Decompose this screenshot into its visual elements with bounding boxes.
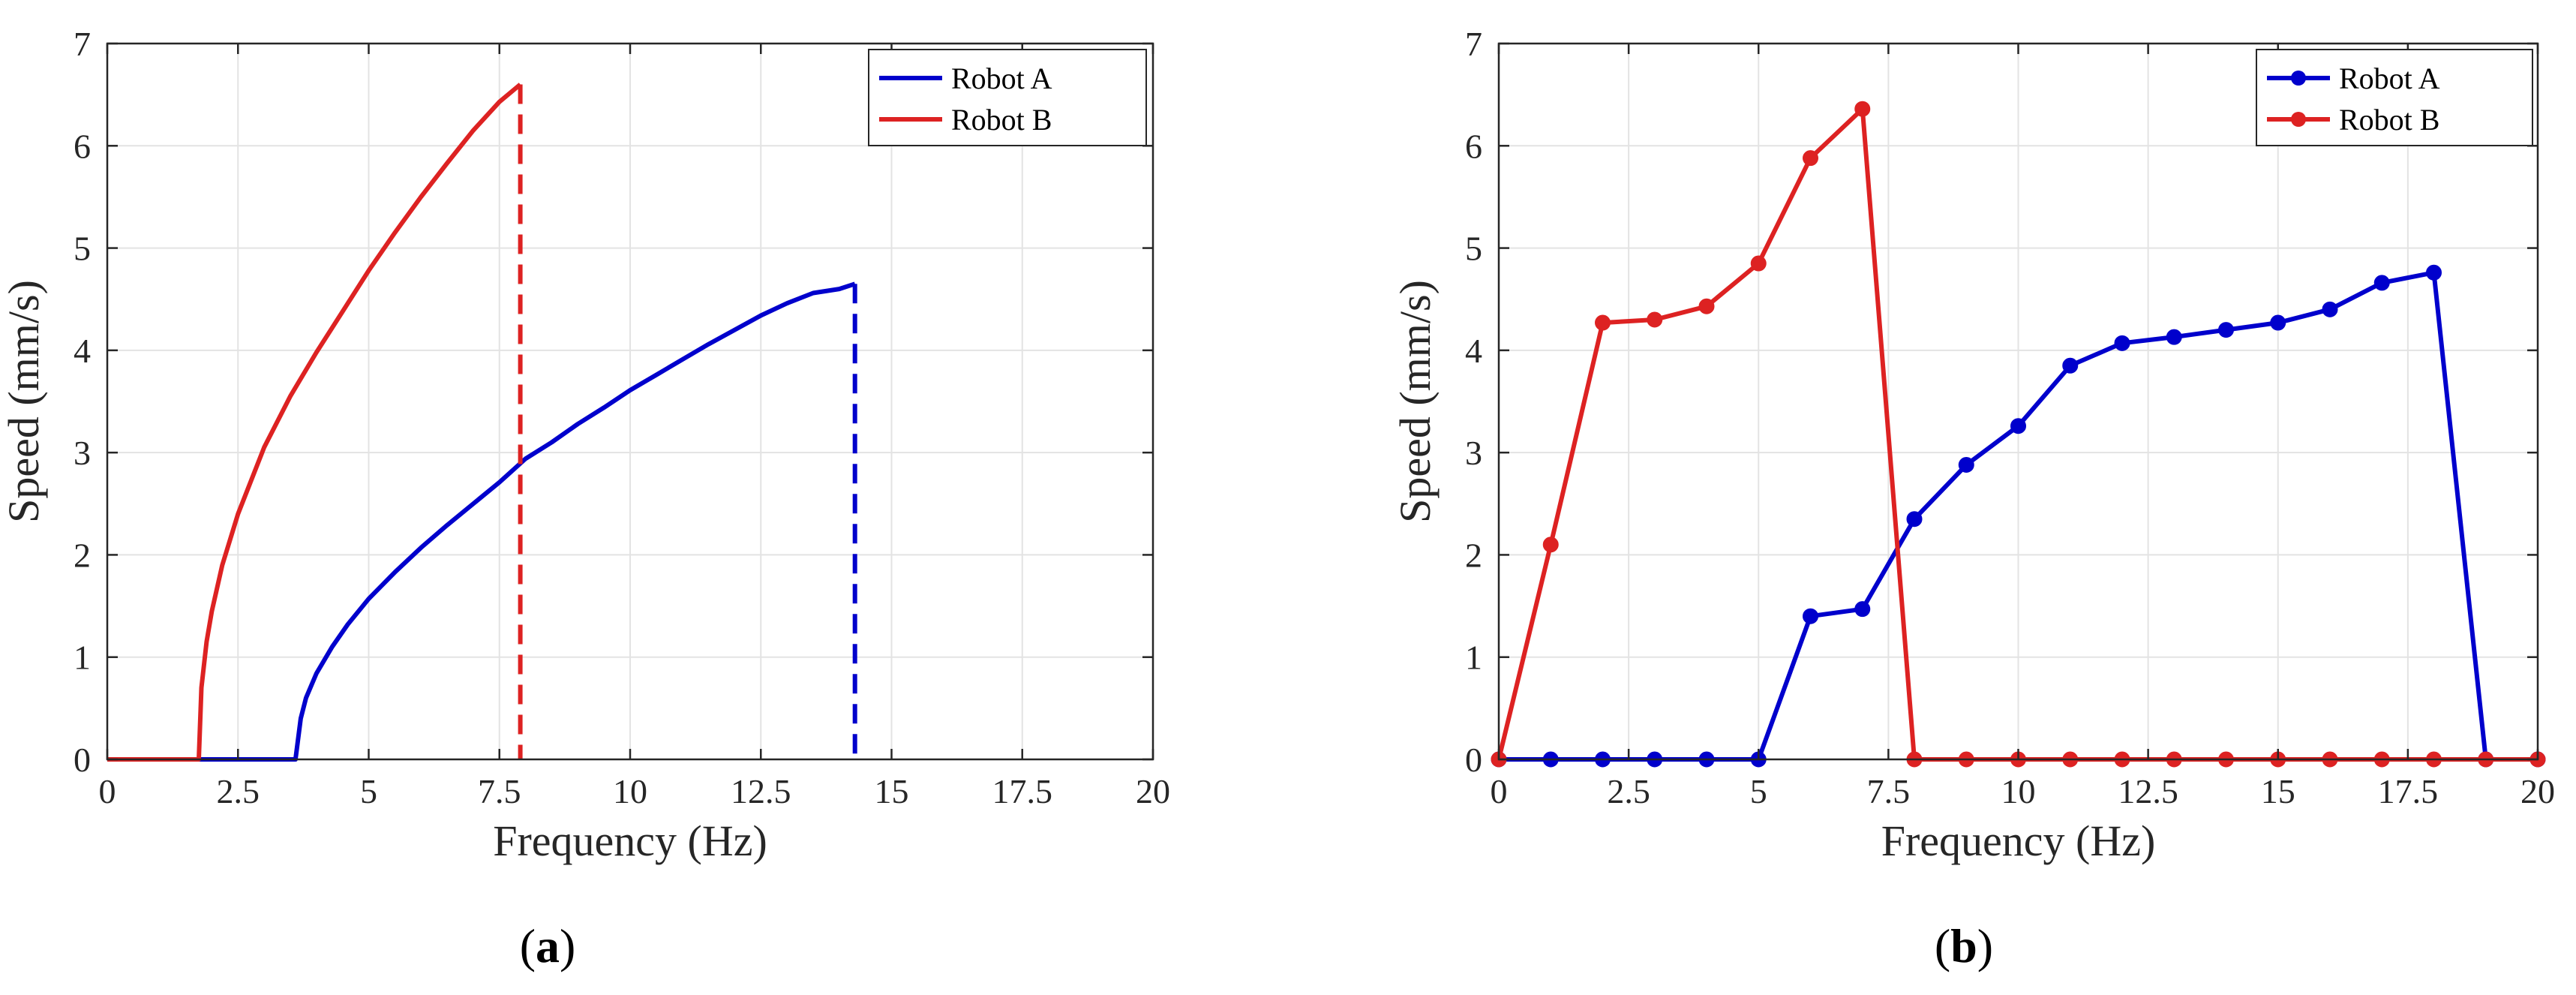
y-tick-label: 3: [74, 434, 91, 472]
x-tick-label: 20: [2520, 772, 2555, 810]
x-tick-label: 20: [1136, 772, 1170, 810]
data-point: [2322, 301, 2338, 317]
x-tick-label: 10: [2001, 772, 2036, 810]
legend-label: Robot A: [951, 62, 1052, 95]
legend-box: [2256, 49, 2533, 146]
y-tick-label: 5: [1465, 230, 1482, 268]
x-tick-label: 7.5: [1867, 772, 1911, 810]
x-tick-label: 10: [613, 772, 647, 810]
data-point: [1906, 511, 1923, 528]
x-axis-label: Frequency (Hz): [1881, 816, 2156, 865]
y-tick-label: 7: [74, 25, 91, 63]
grid: [1499, 44, 2538, 759]
data-point: [1595, 314, 1611, 331]
y-tick-label: 5: [74, 230, 91, 268]
data-point: [1750, 255, 1767, 272]
x-tick-label: 0: [99, 772, 116, 810]
legend-label: Robot A: [2339, 62, 2440, 95]
chart-panel-b: 0 2.5 5 7.5 10 12.5 15 17.5 20 0 1 2 3 4 5 6 7 Frequency …: [1391, 25, 2555, 972]
x-tick-label: 2.5: [217, 772, 260, 810]
legend: Robot A Robot B: [2256, 49, 2533, 146]
x-tick-label: 12.5: [731, 772, 791, 810]
x-tick-label: 7.5: [478, 772, 521, 810]
y-tick-label: 1: [74, 639, 91, 677]
chart-panel-a: 0 2.5 5 7.5 10 12.5 15 17.5 20 0 1 2 3 4 5 6 7 Frequency …: [0, 25, 1170, 972]
x-tick-label: 5: [1750, 772, 1767, 810]
data-point: [1854, 101, 1871, 117]
y-tick-label: 4: [74, 332, 91, 370]
data-point: [2426, 264, 2442, 281]
data-point: [2270, 314, 2286, 331]
x-tick-label: 15: [2261, 772, 2295, 810]
data-point: [1803, 608, 1818, 624]
x-tick-label: 12.5: [2118, 772, 2178, 810]
grid: [107, 44, 1153, 759]
series-line-robot-b: [107, 83, 522, 762]
data-point: [2373, 275, 2390, 291]
y-tick-label: 6: [74, 127, 91, 165]
legend-label: Robot B: [2339, 103, 2439, 137]
panel-caption: (a): [520, 919, 576, 972]
data-point: [2218, 322, 2234, 338]
x-axis-label: Frequency (Hz): [493, 816, 767, 865]
y-tick-label: 2: [1465, 536, 1482, 574]
y-tick-label: 0: [1465, 741, 1482, 779]
y-tick-label: 2: [74, 536, 91, 574]
data-point: [1803, 150, 1818, 167]
panel-caption: (b): [1935, 919, 1993, 972]
data-point: [1542, 537, 1559, 553]
x-tick-label: 17.5: [2378, 772, 2439, 810]
data-point: [1958, 456, 1974, 473]
data-point: [2114, 335, 2130, 351]
legend-label: Robot B: [951, 103, 1052, 137]
y-tick-label: 4: [1465, 332, 1482, 370]
legend-marker: [2291, 71, 2306, 86]
series-line-robot-a: [107, 281, 856, 762]
data-point: [1854, 601, 1871, 618]
x-tick-label: 15: [875, 772, 909, 810]
y-tick-label: 1: [1465, 639, 1482, 677]
legend-box: [868, 49, 1147, 146]
x-tick-label: 17.5: [992, 772, 1053, 810]
data-point: [1647, 311, 1663, 328]
y-tick-label: 0: [74, 741, 91, 779]
y-tick-label: 7: [1465, 25, 1482, 63]
data-point: [2166, 329, 2182, 345]
y-axis-label: Speed (mm/s): [1391, 280, 1440, 523]
x-tick-label: 0: [1491, 772, 1508, 810]
y-axis-label: Speed (mm/s): [0, 280, 48, 523]
data-point: [2010, 418, 2026, 434]
data-point: [2062, 357, 2079, 374]
legend-marker: [2291, 112, 2306, 127]
y-tick-label: 6: [1465, 127, 1482, 165]
legend: Robot A Robot B: [868, 49, 1147, 146]
y-tick-label: 3: [1465, 434, 1482, 472]
data-point: [1698, 298, 1715, 314]
x-tick-label: 2.5: [1607, 772, 1650, 810]
series-group: [107, 83, 857, 762]
x-tick-label: 5: [360, 772, 377, 810]
